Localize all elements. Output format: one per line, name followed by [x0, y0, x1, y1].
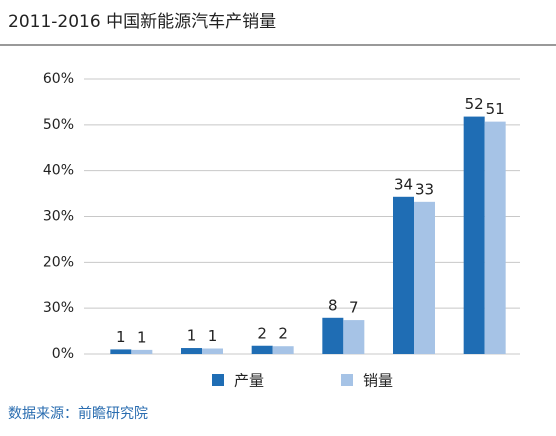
- value-label: 1: [208, 327, 218, 345]
- value-label: 52: [465, 95, 484, 113]
- source-note: 数据来源：前瞻研究院: [8, 405, 148, 422]
- value-label: 33: [415, 180, 434, 198]
- y-tick-label: 30%: [43, 209, 74, 225]
- bar: [181, 348, 202, 354]
- value-label: 1: [187, 327, 197, 345]
- legend-swatch: [341, 374, 353, 386]
- y-tick-label: 40%: [43, 163, 74, 179]
- value-label: 1: [116, 328, 126, 346]
- bar: [463, 116, 485, 354]
- value-label: 1: [137, 328, 147, 346]
- chart-title: 2011-2016 中国新能源汽车产销量: [8, 12, 276, 32]
- y-tick-label: 30%: [43, 300, 74, 316]
- bar: [131, 349, 153, 354]
- bar: [202, 348, 223, 354]
- legend-label: 销量: [363, 372, 393, 390]
- bar: [322, 317, 344, 354]
- bar: [251, 345, 273, 354]
- legend-swatch: [212, 374, 224, 386]
- y-tick-label: 0%: [52, 346, 74, 362]
- y-tick-label: 60%: [43, 71, 74, 87]
- value-label: 8: [328, 296, 338, 314]
- bar: [414, 201, 435, 354]
- bar: [272, 346, 294, 354]
- value-label: 2: [278, 325, 288, 343]
- value-label: 34: [394, 175, 413, 193]
- bar: [484, 121, 506, 354]
- bar: [343, 320, 365, 354]
- y-tick-label: 50%: [43, 117, 74, 133]
- legend-label: 产量: [234, 372, 264, 390]
- value-label: 51: [486, 100, 505, 118]
- y-tick-label: 20%: [43, 254, 74, 270]
- value-label: 2: [257, 324, 267, 342]
- bar: [393, 196, 414, 354]
- value-label: 7: [349, 299, 359, 317]
- bar: [110, 349, 132, 354]
